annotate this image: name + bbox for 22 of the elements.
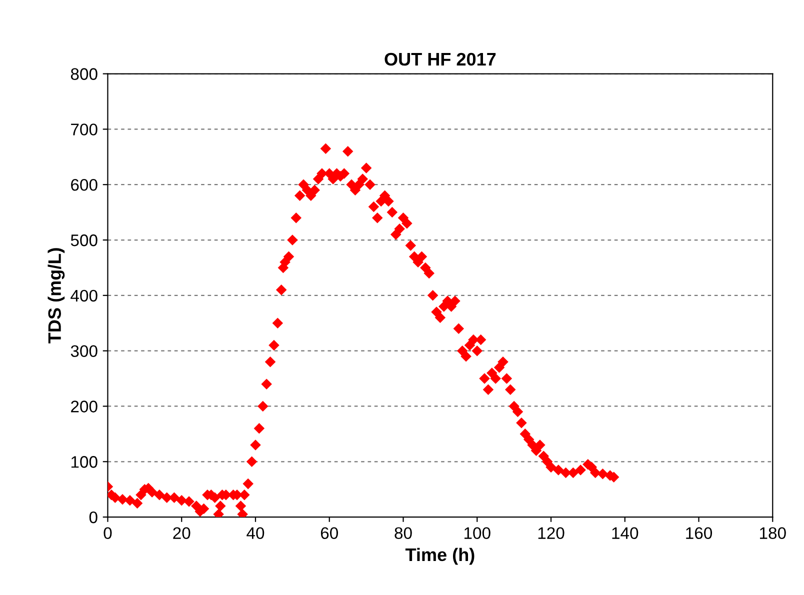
x-tick-label: 60 <box>320 527 338 540</box>
y-tick-label: 200 <box>71 400 98 412</box>
x-tick-label: 20 <box>173 527 190 540</box>
y-tick-label: 300 <box>70 345 98 358</box>
x-tick-label: 180 <box>760 527 786 540</box>
y-tick-label: 800 <box>70 68 98 80</box>
x-tick-label: 120 <box>538 527 564 540</box>
x-axis-title: Time (h) <box>405 548 474 565</box>
y-tick-label: 600 <box>71 179 98 191</box>
x-tick-label: 100 <box>464 527 490 540</box>
x-tick-label: 0 <box>104 527 112 540</box>
y-tick-label: 100 <box>71 456 98 468</box>
y-axis-title: TDS (mg/L) <box>48 248 65 344</box>
y-tick-label: 0 <box>89 511 98 524</box>
y-tick-label: 400 <box>70 290 98 302</box>
x-tick-label: 40 <box>246 527 264 540</box>
x-tick-label: 140 <box>612 527 638 540</box>
chart-title: OUT HF 2017 <box>384 52 496 66</box>
y-tick-label: 700 <box>71 124 98 136</box>
y-tick-label: 500 <box>70 234 98 246</box>
x-tick-label: 80 <box>394 527 412 540</box>
x-tick-label: 160 <box>686 527 712 540</box>
